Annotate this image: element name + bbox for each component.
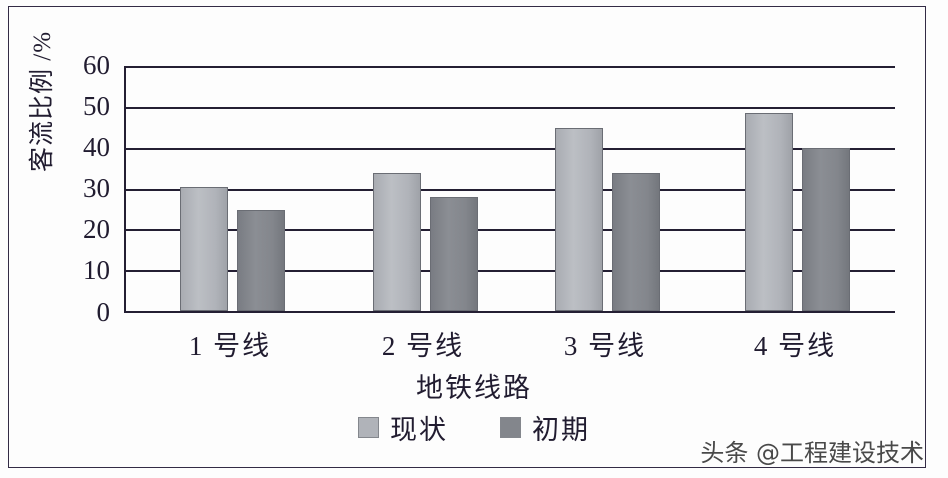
y-tick-label-60: 60 bbox=[83, 50, 110, 80]
gridline-40 bbox=[126, 147, 895, 150]
y-tick-label-50: 50 bbox=[83, 91, 110, 121]
chart-legend: 现状 初期 bbox=[0, 408, 948, 447]
y-tick-label-30: 30 bbox=[83, 173, 110, 203]
y-tick-label-40: 40 bbox=[83, 132, 110, 162]
y-tick-label-10: 10 bbox=[83, 255, 110, 285]
gridline-30 bbox=[126, 188, 895, 191]
legend-swatch-now-icon bbox=[358, 417, 379, 438]
y-tick-label-0: 0 bbox=[96, 297, 111, 327]
bar-early-1 bbox=[237, 210, 285, 311]
legend-item-now: 现状 bbox=[358, 408, 448, 447]
bar-now-2 bbox=[373, 172, 421, 311]
legend-item-early: 初期 bbox=[500, 408, 590, 447]
legend-label-early: 初期 bbox=[532, 415, 590, 445]
plot-area bbox=[124, 66, 895, 313]
x-tick-label-2: 2 号线 bbox=[381, 331, 465, 361]
y-axis-title: 客流比例 /% bbox=[29, 30, 56, 172]
bar-early-3 bbox=[612, 172, 660, 311]
gridline-20 bbox=[126, 229, 895, 232]
gridline-60 bbox=[126, 66, 895, 68]
bar-now-3 bbox=[555, 128, 603, 311]
gridline-50 bbox=[126, 106, 895, 109]
gridline-10 bbox=[126, 270, 895, 273]
legend-label-now: 现状 bbox=[390, 415, 448, 445]
legend-swatch-early-icon bbox=[500, 417, 521, 438]
bar-now-1 bbox=[180, 186, 228, 311]
x-axis-title: 地铁线路 bbox=[416, 373, 532, 403]
bar-now-4 bbox=[745, 112, 793, 311]
watermark: 头条 @工程建设技术 bbox=[700, 439, 924, 467]
x-tick-label-4: 4 号线 bbox=[753, 331, 837, 361]
bar-early-2 bbox=[430, 197, 478, 311]
x-tick-label-3: 3 号线 bbox=[563, 331, 647, 361]
x-tick-label-1: 1 号线 bbox=[188, 331, 272, 361]
y-tick-label-20: 20 bbox=[83, 214, 110, 244]
bar-early-4 bbox=[802, 147, 850, 311]
